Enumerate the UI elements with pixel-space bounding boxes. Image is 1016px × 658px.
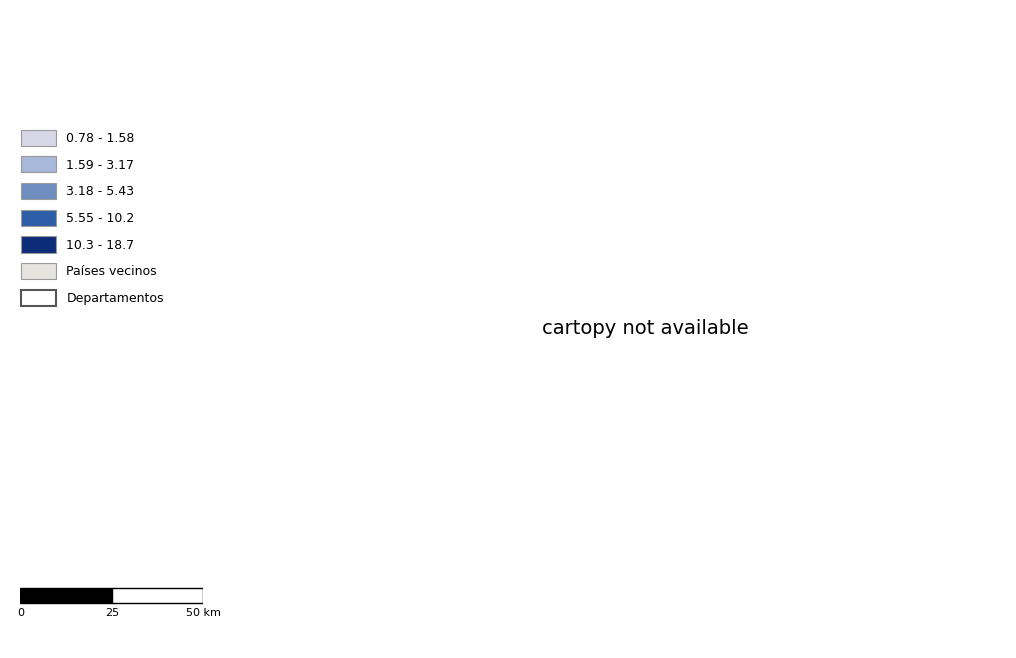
Text: 0: 0 (17, 608, 23, 618)
Text: 25: 25 (105, 608, 119, 618)
Bar (20, 588, 112, 603)
Legend: 0.78 - 1.58, 1.59 - 3.17, 3.18 - 5.43, 5.55 - 10.2, 10.3 - 18.7, Países vecinos,: 0.78 - 1.58, 1.59 - 3.17, 3.18 - 5.43, 5… (16, 124, 169, 311)
Bar (112, 588, 203, 603)
Text: cartopy not available: cartopy not available (542, 320, 749, 338)
Text: 50 km: 50 km (186, 608, 220, 618)
